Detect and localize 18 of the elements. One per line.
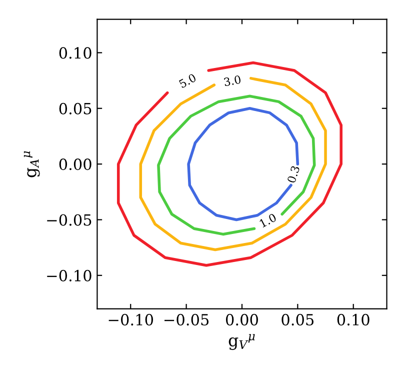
y-tick-label: −0.10 — [47, 270, 92, 282]
y-tick-label: 0.10 — [59, 47, 92, 59]
x-tick-label: −0.10 — [108, 314, 154, 326]
text: 3.0 — [224, 75, 242, 86]
y-tick-label: −0.05 — [47, 214, 92, 226]
line-series — [157, 94, 316, 236]
x-tick-label: 0.05 — [282, 314, 314, 326]
text: 5.0 — [178, 73, 197, 88]
line-series — [116, 61, 342, 267]
x-tick-label: −0.05 — [164, 314, 209, 326]
text: 0.3 — [286, 165, 300, 184]
x-tick-label: 0.00 — [226, 314, 258, 326]
y-tick-label: 0.00 — [59, 158, 92, 170]
x-tick-label: 0.10 — [337, 314, 370, 326]
text: 1.0 — [259, 213, 277, 228]
x-axis-title: g$_{V}$$^{μ}$ — [228, 334, 255, 350]
y-tick-label: 0.05 — [59, 102, 92, 114]
y-axis-title: g$_{A}$$^{μ}$ — [24, 151, 40, 178]
